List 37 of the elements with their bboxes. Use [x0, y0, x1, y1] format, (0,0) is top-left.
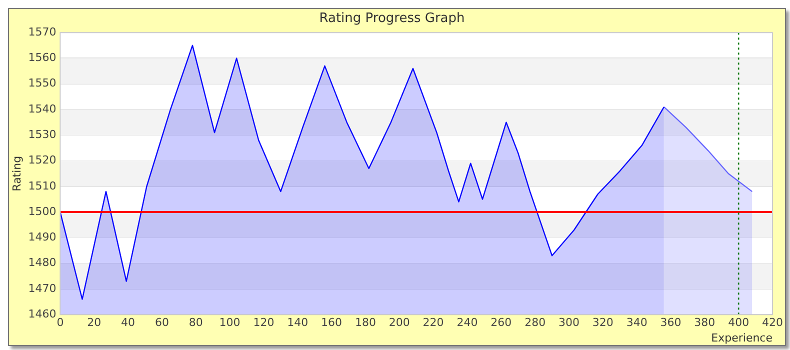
x-tick-label: 220 — [422, 316, 444, 330]
x-tick-label: 160 — [321, 316, 342, 330]
x-tick-label: 100 — [219, 316, 240, 330]
y-tick-label: 1470 — [28, 282, 56, 295]
y-axis-title: Rating — [10, 156, 24, 192]
x-tick-label: 0 — [56, 316, 64, 330]
x-axis-title: Experience — [711, 331, 773, 344]
y-tick-label: 1490 — [28, 230, 56, 244]
y-tick-label: 1540 — [28, 102, 56, 116]
y-tick-label: 1480 — [28, 256, 56, 270]
y-tick-label: 1550 — [28, 76, 56, 90]
x-tick-label: 400 — [728, 316, 750, 330]
x-tick-label: 320 — [592, 316, 614, 330]
y-tick-label: 1500 — [28, 204, 56, 218]
x-tick-label: 420 — [762, 316, 783, 330]
x-tick-label: 140 — [287, 316, 308, 330]
y-tick-label: 1520 — [28, 154, 56, 167]
x-tick-label: 80 — [188, 316, 203, 330]
x-tick-label: 240 — [456, 316, 478, 330]
x-tick-label: 60 — [154, 316, 169, 330]
chart-title: Rating Progress Graph — [319, 11, 465, 26]
x-tick-label: 200 — [388, 316, 410, 330]
x-tick-label: 280 — [524, 316, 546, 330]
x-tick-label: 340 — [626, 316, 648, 330]
x-tick-label: 40 — [121, 316, 136, 330]
x-tick-label: 380 — [694, 316, 716, 330]
y-tick-label: 1570 — [28, 25, 56, 38]
y-tick-label: 1510 — [28, 179, 56, 192]
x-tick-label: 20 — [87, 316, 102, 330]
x-tick-label: 260 — [490, 316, 512, 330]
x-tick-label: 300 — [558, 316, 580, 330]
x-tick-label: 180 — [354, 316, 376, 330]
x-tick-label: 120 — [253, 316, 274, 330]
y-tick-label: 1530 — [28, 128, 56, 142]
y-tick-label: 1460 — [28, 307, 56, 320]
x-tick-label: 360 — [660, 316, 682, 330]
y-tick-label: 1560 — [28, 51, 56, 64]
